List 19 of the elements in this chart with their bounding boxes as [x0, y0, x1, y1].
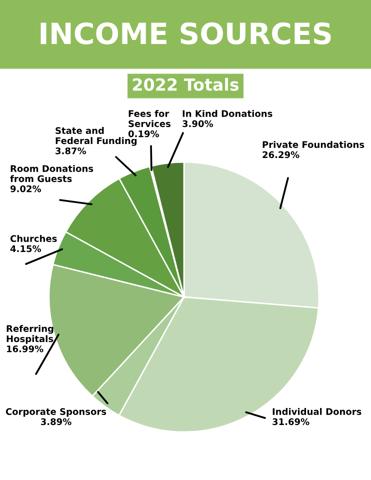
slice-label: Churches [10, 235, 57, 242]
slice-label: Room Donations from Guests [10, 165, 94, 182]
data-label: 16.99% [7, 345, 44, 352]
data-label: 0.19% [128, 130, 160, 138]
data-label: 26.29% [262, 151, 300, 158]
data-label: 3.90% [182, 120, 214, 128]
slice-label: Fees for Services [128, 110, 170, 128]
data-label: 3.87% [56, 147, 86, 154]
slice-label: Corporate Sponsors [6, 408, 106, 417]
chart-title: INCOME SOURCES [40, 22, 331, 44]
data-label: 4.15% [10, 245, 42, 252]
data-label: 9.02% [10, 185, 42, 192]
data-label: 31.69% [272, 418, 310, 426]
chart-subtitle: 2022 Totals [132, 78, 239, 91]
data-label: 3.89% [40, 418, 72, 426]
slice-label: Referring Hospitals [6, 325, 54, 344]
slice-label: In Kind Donations [182, 110, 272, 117]
slice-label: Private Foundations [262, 141, 364, 148]
slice-label: Individual Donors [272, 408, 362, 415]
